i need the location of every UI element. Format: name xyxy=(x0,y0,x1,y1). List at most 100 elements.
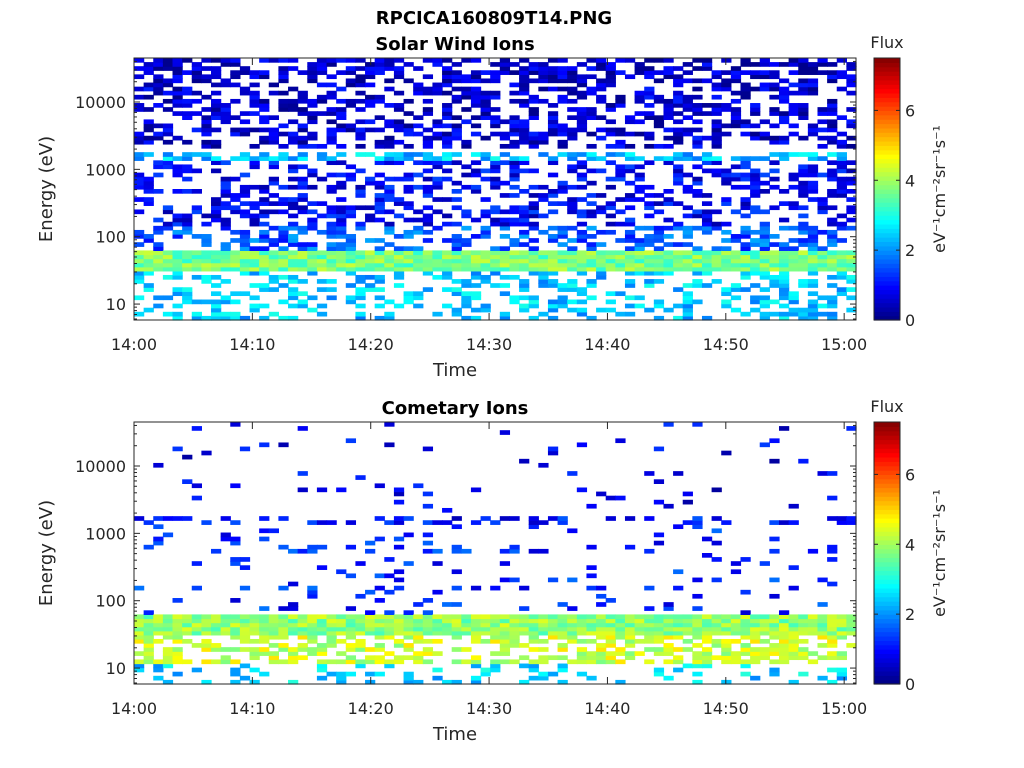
flux-cell xyxy=(817,303,828,309)
flux-cell xyxy=(365,213,376,219)
flux-cell xyxy=(653,201,665,206)
flux-cell xyxy=(211,115,222,120)
flux-cell xyxy=(288,176,299,182)
flux-cell xyxy=(239,234,251,239)
flux-cell xyxy=(663,217,674,223)
flux-cell xyxy=(605,107,616,112)
flux-cell xyxy=(182,262,193,268)
colorbar-segment xyxy=(874,583,900,589)
colorbar-tick-label: 4 xyxy=(905,535,915,554)
flux-cell xyxy=(153,258,164,264)
flux-cell xyxy=(134,103,145,108)
flux-cell xyxy=(307,143,318,149)
flux-cell xyxy=(239,565,251,570)
flux-cell xyxy=(451,115,462,120)
flux-cell xyxy=(836,168,847,174)
flux-cell xyxy=(596,634,607,640)
flux-cell xyxy=(355,475,366,480)
flux-cell xyxy=(605,266,616,272)
flux-cell xyxy=(316,254,328,260)
flux-cell xyxy=(134,180,145,186)
flux-cell xyxy=(701,262,713,268)
flux-cell xyxy=(316,250,328,256)
flux-cell xyxy=(499,577,511,583)
colorbar-segment xyxy=(874,127,900,133)
flux-cell xyxy=(172,74,183,80)
flux-cell xyxy=(259,528,270,534)
flux-cell xyxy=(259,303,270,309)
flux-cell xyxy=(663,242,674,247)
flux-cell xyxy=(798,458,809,464)
flux-cell xyxy=(596,127,607,133)
flux-cell xyxy=(807,66,819,71)
flux-cell xyxy=(538,630,549,636)
flux-cell xyxy=(490,168,501,174)
flux-cell xyxy=(528,115,539,120)
colorbar-segment xyxy=(874,496,900,502)
flux-cell xyxy=(432,262,443,268)
flux-cell xyxy=(576,127,588,133)
flux-cell xyxy=(750,238,761,243)
flux-cell xyxy=(827,152,838,157)
flux-cell xyxy=(846,107,857,112)
flux-cell xyxy=(307,295,318,301)
flux-cell xyxy=(393,516,405,521)
colorbar-tick-label: 6 xyxy=(905,465,915,484)
flux-cell xyxy=(624,238,636,243)
flux-cell xyxy=(259,536,270,542)
flux-cell xyxy=(268,250,279,256)
flux-cell xyxy=(220,115,231,120)
flux-cell xyxy=(384,442,395,448)
flux-cell xyxy=(624,303,636,309)
flux-cell xyxy=(615,250,626,256)
flux-cell xyxy=(336,262,347,268)
flux-cell xyxy=(480,98,491,104)
flux-cell xyxy=(134,634,145,640)
flux-cell xyxy=(817,58,828,63)
flux-cell xyxy=(778,266,790,272)
flux-cell xyxy=(355,618,366,624)
flux-cell xyxy=(220,242,231,247)
flux-cell xyxy=(422,189,434,194)
flux-cell xyxy=(644,90,655,96)
flux-cell xyxy=(750,283,761,288)
flux-cell xyxy=(239,70,251,75)
flux-cell xyxy=(143,266,154,272)
flux-cell xyxy=(307,246,318,251)
flux-cell xyxy=(316,176,328,182)
flux-cell xyxy=(393,614,405,620)
flux-cell xyxy=(499,234,511,239)
flux-cell xyxy=(769,520,780,525)
flux-cell xyxy=(615,238,626,243)
flux-cell xyxy=(162,262,174,268)
flux-cell xyxy=(191,667,202,673)
flux-cell xyxy=(278,585,289,591)
flux-cell xyxy=(605,103,616,108)
colorbar-title: Flux xyxy=(870,397,903,416)
flux-cell xyxy=(162,131,174,137)
flux-cell xyxy=(153,254,164,260)
flux-cell xyxy=(220,536,231,542)
colorbar-segment xyxy=(874,210,900,216)
flux-cell xyxy=(442,135,453,141)
flux-cell xyxy=(442,238,453,243)
flux-cell xyxy=(528,315,539,321)
flux-cell xyxy=(336,250,347,256)
flux-cell xyxy=(432,135,443,141)
flux-cell xyxy=(451,287,462,292)
flux-cell xyxy=(422,139,434,145)
flux-cell xyxy=(288,86,299,92)
flux-cell xyxy=(220,655,231,661)
flux-cell xyxy=(422,74,434,80)
flux-cell xyxy=(519,234,530,239)
flux-cell xyxy=(788,62,799,67)
flux-cell xyxy=(701,221,713,227)
flux-cell xyxy=(374,205,385,211)
flux-cell xyxy=(730,618,742,624)
colorbar-segment xyxy=(874,452,900,458)
flux-cell xyxy=(365,589,376,595)
flux-cell xyxy=(345,266,357,272)
flux-cell xyxy=(557,250,568,256)
flux-cell xyxy=(143,127,154,133)
